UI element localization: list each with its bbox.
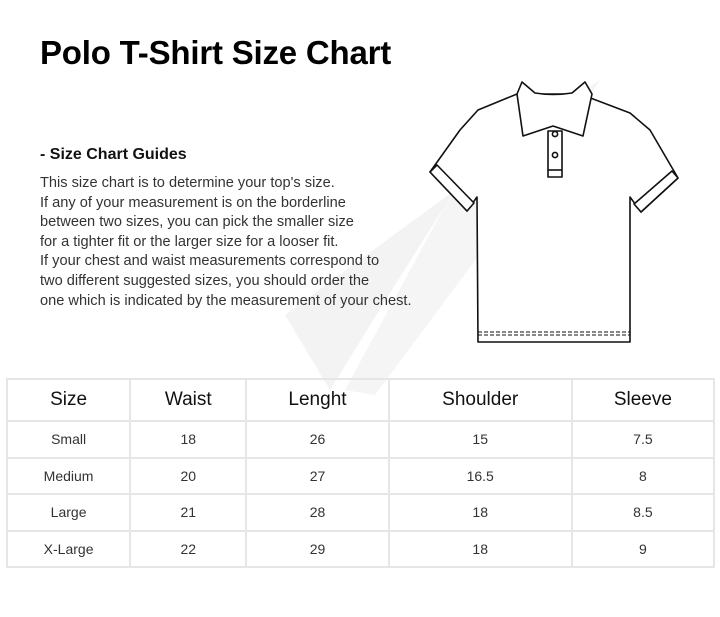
guide-heading: - Size Chart Guides xyxy=(40,146,187,163)
table-row: X-Large 22 29 18 9 xyxy=(5,529,716,568)
guide-line: This size chart is to determine your top… xyxy=(40,175,335,191)
cell: X-Large xyxy=(5,529,132,568)
guide-line: If your chest and waist measurements cor… xyxy=(40,253,380,270)
cell: 28 xyxy=(245,493,390,532)
guide-line: between two sizes, you can pick the smal… xyxy=(40,214,354,231)
cell: 18 xyxy=(387,529,573,568)
header-waist: Waist xyxy=(129,378,248,422)
cell: 22 xyxy=(129,529,248,568)
table-header-row: Size Waist Lenght Shoulder Sleeve xyxy=(5,378,716,422)
table-row: Small 18 26 15 7.5 xyxy=(5,420,716,459)
cell: 18 xyxy=(129,420,248,459)
guide-line: one which is indicated by the measuremen… xyxy=(40,292,412,309)
cell: 29 xyxy=(245,529,390,568)
header-length: Lenght xyxy=(245,378,390,422)
header-sleeve: Sleeve xyxy=(570,378,716,422)
guide-line: for a tighter fit or the larger size for… xyxy=(40,233,339,250)
guide-line: two different suggested sizes, you shoul… xyxy=(40,272,370,289)
guide-line: If any of your measurement is on the bor… xyxy=(40,194,346,211)
header-shoulder: Shoulder xyxy=(387,378,573,422)
cell: 9 xyxy=(570,529,716,568)
page-title: Polo T-Shirt Size Chart xyxy=(40,34,392,71)
table-row: Medium 20 27 16.5 8 xyxy=(5,456,716,495)
cell: 8.5 xyxy=(570,493,716,532)
cell: 20 xyxy=(129,456,248,495)
cell: 18 xyxy=(387,493,573,532)
cell: Medium xyxy=(5,456,132,495)
cell: 27 xyxy=(245,456,390,495)
table-row: Large 21 28 18 8.5 xyxy=(5,493,716,532)
cell: 8 xyxy=(570,456,716,495)
cell: Small xyxy=(5,420,132,459)
size-table: Size Waist Lenght Shoulder Sleeve Small … xyxy=(5,378,716,568)
cell: 16.5 xyxy=(387,456,573,495)
cell: 26 xyxy=(245,420,390,459)
cell: 15 xyxy=(387,420,573,459)
cell: Large xyxy=(5,493,132,532)
cell: 21 xyxy=(129,493,248,532)
header-size: Size xyxy=(5,378,132,422)
guide-text: This size chart is to determine your top… xyxy=(40,174,412,311)
cell: 7.5 xyxy=(570,420,716,459)
